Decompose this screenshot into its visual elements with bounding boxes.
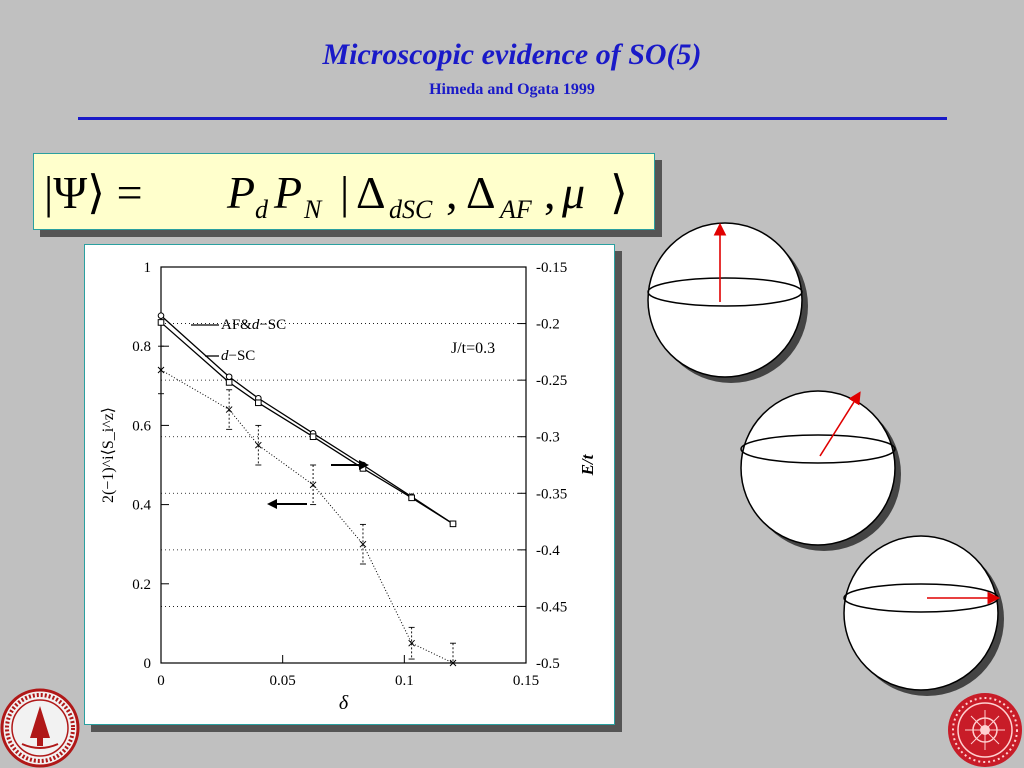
chart: -0.5 -0.45 -0.4 -0.35 -0.3 -0.25 -0.2 -0.15 0 0.2… (100, 260, 597, 714)
legend-entry: AF&d−SC (221, 317, 286, 333)
eq-sub-af: AF (498, 195, 533, 224)
point-cross (254, 441, 262, 449)
plot-frame (160, 266, 527, 664)
sphere-top (647, 222, 808, 383)
slide-title: Microscopic evidence of SO(5) (322, 38, 702, 71)
sphere-bottom (843, 535, 1004, 696)
eq-delta-2: Δ (466, 167, 496, 218)
left-tick-label: 0.8 (132, 339, 151, 355)
point-cross (408, 639, 415, 647)
plot-box: -0.5 -0.45 -0.4 -0.35 -0.3 -0.25 -0.2 -0.15 0 0.2… (84, 244, 615, 725)
university-seal-left-icon (0, 688, 80, 768)
eq-sub-N: N (303, 195, 323, 224)
right-tick-label: -0.5 (536, 656, 560, 672)
right-tick-label: -0.2 (536, 317, 560, 333)
point-square (225, 379, 233, 386)
eq-sub-dsc: dSC (389, 195, 433, 224)
point-cross (309, 481, 317, 489)
point-square (309, 433, 317, 441)
eq-ket-close: ⟩ (610, 167, 628, 218)
annotation-jt: J/t=0.3 (451, 340, 495, 357)
left-tick-label: 0.4 (132, 498, 151, 514)
spin-arrow-diagonal-icon (819, 391, 861, 457)
right-tick-label: -0.35 (536, 486, 567, 502)
point-cross (359, 540, 367, 548)
left-tick-label: 0.2 (132, 577, 151, 593)
x-tick-label: 0 (157, 673, 165, 689)
arrow-right-head-icon (359, 460, 369, 470)
sphere-middle (740, 390, 901, 551)
right-tick-label: -0.25 (536, 373, 567, 389)
eq-mu: μ (561, 167, 585, 218)
point-square (157, 319, 165, 326)
point-square (449, 520, 457, 528)
university-seal-right-icon (948, 693, 1022, 767)
right-tick-label: -0.45 (536, 599, 567, 615)
left-tick-label: 0.6 (132, 418, 151, 434)
right-tick-label: -0.3 (536, 430, 560, 446)
eq-P2: P (273, 167, 302, 218)
slide-subtitle: Himeda and Ogata 1999 (429, 81, 595, 98)
right-axis-label: E/t (578, 453, 597, 476)
eq-sub-d: d (255, 195, 269, 224)
point-cross (449, 659, 457, 667)
equation: |Ψ⟩ = P d P N | Δ dSC , Δ AF , μ ⟩ (44, 167, 628, 224)
point-cross (157, 366, 165, 374)
eq-bar: | (340, 167, 349, 218)
eq-comma-1: , (446, 167, 458, 218)
right-tick-label: -0.15 (536, 260, 567, 276)
x-tick-label: 0.1 (395, 673, 414, 689)
point-square (408, 494, 415, 502)
left-axis-label: 2(−1)^i⟨S_i^z⟩ (100, 407, 117, 503)
eq-psi-ket: |Ψ⟩ = (44, 167, 143, 218)
left-tick-label: 1 (144, 260, 152, 276)
eq-comma-2: , (544, 167, 556, 218)
eq-P: P (226, 167, 255, 218)
eq-delta-1: Δ (356, 167, 386, 218)
x-axis-label: δ (339, 692, 349, 714)
legend-entry: d−SC (221, 348, 255, 364)
x-tick-label: 0.15 (513, 673, 539, 689)
equation-box: |Ψ⟩ = P d P N | Δ dSC , Δ AF , μ ⟩ (33, 153, 655, 230)
x-tick-label: 0.05 (270, 673, 296, 689)
point-square (255, 399, 262, 407)
title-divider (78, 117, 947, 120)
point-circle (157, 312, 165, 319)
arrow-left-head-icon (267, 499, 277, 509)
right-tick-label: -0.4 (536, 543, 560, 559)
left-tick-label: 0 (144, 656, 152, 672)
point-cross (225, 406, 233, 413)
